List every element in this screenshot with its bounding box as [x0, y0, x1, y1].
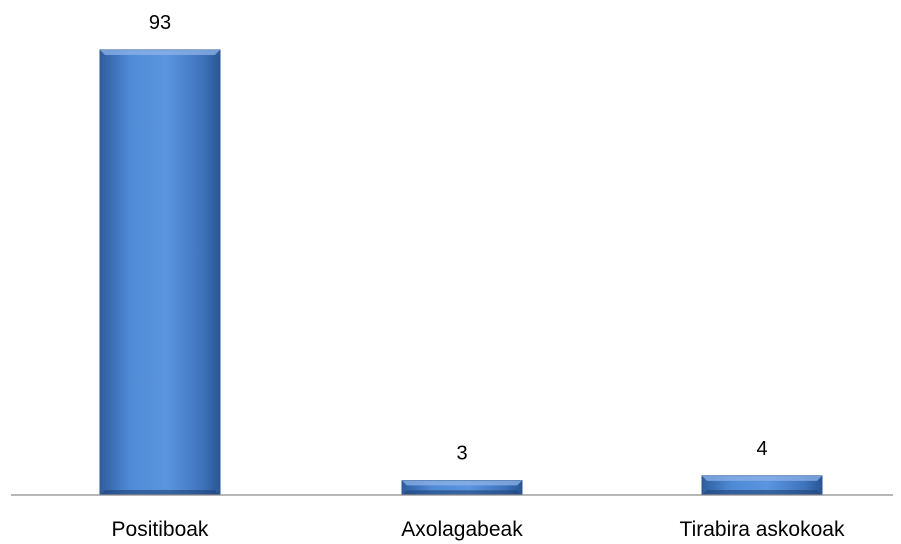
bar-bevel-top-tirabira-askokoak: [702, 475, 822, 481]
data-label-positiboak: 93: [149, 12, 171, 34]
labels-group: 93 Positiboak 3 Axolagabeak 4 Tirabira askoko…: [112, 12, 845, 541]
category-label-axolagabeak: Axolagabeak: [401, 518, 523, 541]
bar-positiboak: [99, 49, 221, 496]
category-label-positiboak: Positiboak: [112, 518, 209, 541]
bar-bevel-top-axolagabeak: [402, 480, 522, 486]
bar-tirabira-askokoak: [701, 475, 823, 496]
category-label-tirabira-askokoak: Tirabira askokoak: [680, 518, 845, 541]
data-label-tirabira-askokoak: 4: [756, 438, 767, 460]
bars-group: [99, 49, 823, 496]
bar-axolagabeak: [401, 480, 523, 496]
bar-rect-positiboak: [99, 49, 221, 496]
bar-bevel-bottom-axolagabeak: [402, 490, 522, 495]
data-label-axolagabeak: 3: [456, 443, 467, 465]
bar-bevel-bottom-positiboak: [100, 490, 220, 495]
bar-bevel-bottom-tirabira-askokoak: [702, 490, 822, 495]
bar-bevel-top-positiboak: [100, 50, 220, 55]
